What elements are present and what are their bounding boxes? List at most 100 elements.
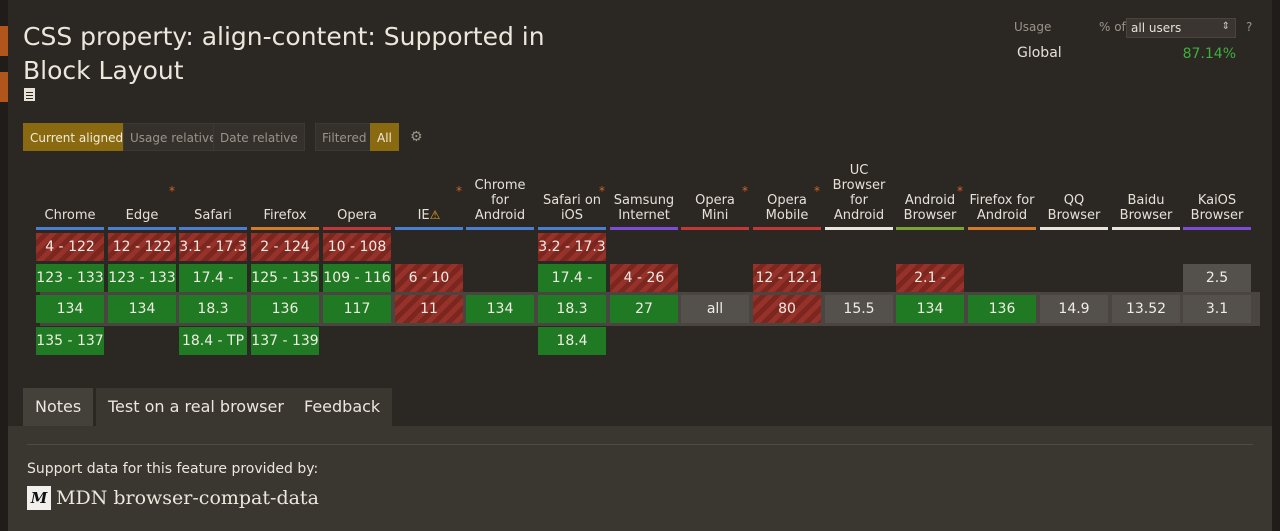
version-cell[interactable]: 134 [36, 295, 104, 323]
date-relative-button[interactable]: Date relative [213, 123, 305, 151]
version-cell[interactable]: 136 [968, 295, 1036, 323]
note-star-icon: * [814, 184, 820, 198]
filtered-button[interactable]: Filtered [315, 123, 374, 151]
version-cell[interactable]: 134 [466, 295, 534, 323]
browser-header[interactable]: QQ Browser [1040, 160, 1108, 230]
version-cell[interactable]: 27 [610, 295, 678, 323]
right-edge-strip [1272, 0, 1280, 531]
browser-name: Android Browser [903, 193, 957, 223]
version-cell[interactable]: 80 [753, 295, 821, 323]
browser-name: Opera Mobile [765, 193, 809, 223]
tab-test-on-a-real-browser[interactable]: Test on a real browser [96, 388, 296, 426]
note-star-icon: * [599, 184, 605, 198]
browser-header[interactable]: Chrome [36, 160, 104, 230]
version-cell[interactable]: 117 [323, 295, 391, 323]
version-cell[interactable]: 14.9 [1040, 295, 1108, 323]
version-cell[interactable]: 123 - 133 [36, 264, 104, 292]
browser-header[interactable]: Baidu Browser [1112, 160, 1180, 230]
browser-header[interactable]: KaiOS Browser [1183, 160, 1251, 230]
help-link[interactable]: ? [1246, 20, 1253, 34]
version-cell[interactable]: 135 - 137 [36, 327, 104, 355]
version-cell[interactable]: 2 - 124 [251, 233, 319, 261]
browser-header[interactable]: Samsung Internet [610, 160, 678, 230]
browser-header[interactable]: Safari [179, 160, 247, 230]
note-star-icon: * [456, 184, 462, 198]
browser-name: Safari [194, 208, 232, 223]
left-edge-tab[interactable] [0, 72, 8, 102]
version-cell[interactable]: 17.4 - 18.2 [179, 264, 247, 314]
version-cell[interactable]: 4 - 122 [36, 233, 104, 261]
browser-header[interactable]: Edge * [108, 160, 176, 230]
percent-of-label: % of [1099, 20, 1126, 34]
version-cell[interactable]: 11 [395, 295, 463, 323]
version-cell[interactable]: 13.52 [1112, 295, 1180, 323]
version-cell[interactable]: 3.2 - 17.3 [538, 233, 606, 261]
note-star-icon: * [742, 184, 748, 198]
tab-notes[interactable]: Notes [23, 388, 94, 426]
user-group-select[interactable]: all users ⇕ [1126, 18, 1236, 38]
version-cell[interactable]: 109 - 116 [323, 264, 391, 292]
version-cell[interactable]: 123 - 133 [108, 264, 176, 292]
browser-header[interactable]: Firefox [251, 160, 319, 230]
browser-color-bar [968, 227, 1036, 230]
version-cell[interactable]: 134 [896, 295, 964, 323]
browser-name: Opera [337, 208, 377, 223]
browser-color-bar [753, 227, 821, 230]
version-cell[interactable]: 6 - 10 [395, 264, 463, 292]
version-cell[interactable]: 3.1 [1183, 295, 1251, 323]
version-cell[interactable]: 12 - 122 [108, 233, 176, 261]
version-cell[interactable]: 2.5 [1183, 264, 1251, 292]
browser-name: UC Browser for Android [832, 163, 886, 223]
version-cell[interactable]: 134 [108, 295, 176, 323]
warning-icon: ⚠ [429, 208, 441, 222]
version-cell[interactable]: 12 - 12.1 [753, 264, 821, 292]
version-cell[interactable]: 3.1 - 17.3 [179, 233, 247, 261]
browser-color-bar [251, 227, 319, 230]
all-button[interactable]: All [370, 123, 399, 151]
browser-color-bar [1112, 227, 1180, 230]
browser-color-bar [610, 227, 678, 230]
version-cell[interactable]: 4 - 26 [610, 264, 678, 292]
global-usage-value: 87.14% [1182, 46, 1236, 62]
browser-name: Chrome [44, 208, 96, 223]
support-data-text: Support data for this feature provided b… [27, 461, 319, 477]
browser-header[interactable]: Chrome for Android [466, 160, 534, 230]
browser-header[interactable]: Firefox for Android [968, 160, 1036, 230]
mdn-link[interactable]: MDN browser-compat-data [56, 487, 319, 509]
browser-header[interactable]: Opera Mini * [681, 160, 749, 230]
gear-icon[interactable]: ⚙ [410, 129, 423, 145]
version-cell[interactable]: 18.4 [538, 327, 606, 355]
version-cell[interactable]: 136 [251, 295, 319, 323]
tab-feedback[interactable]: Feedback [292, 388, 393, 426]
version-cell[interactable]: 17.4 - 18.2 [538, 264, 606, 314]
version-cell[interactable]: all [681, 295, 749, 323]
browser-header[interactable]: IE ⚠ * [395, 160, 463, 230]
global-label: Global [1017, 45, 1062, 61]
select-arrows-icon: ⇕ [1221, 21, 1230, 32]
version-cell[interactable]: 137 - 139 [251, 327, 319, 355]
feature-panel: CSS property: align-content: Supported i… [8, 0, 1272, 531]
document-icon[interactable] [24, 88, 35, 101]
browser-header[interactable]: Android Browser * [896, 160, 964, 230]
version-cell[interactable]: 15.5 [825, 295, 893, 323]
browser-header[interactable]: Safari on iOS * [538, 160, 606, 230]
version-cell[interactable]: 125 - 135 [251, 264, 319, 292]
version-cell[interactable]: 18.4 - TP [179, 327, 247, 355]
left-edge-strip [0, 0, 8, 531]
version-cell[interactable]: 18.3 [179, 295, 247, 323]
usage-relative-button[interactable]: Usage relative [123, 123, 224, 151]
left-edge-tab[interactable] [0, 26, 8, 56]
mdn-logo: M [27, 486, 51, 510]
version-cell[interactable]: 2.1 - 4.4.4 [896, 264, 964, 314]
browser-color-bar [1040, 227, 1108, 230]
browser-name: Chrome for Android [474, 178, 526, 223]
browser-color-bar [395, 227, 463, 230]
version-cell[interactable]: 10 - 108 [323, 233, 391, 261]
browser-header[interactable]: UC Browser for Android [825, 160, 893, 230]
browser-header[interactable]: Opera Mobile * [753, 160, 821, 230]
current-aligned-button[interactable]: Current aligned [23, 123, 131, 151]
version-cell[interactable]: 18.3 [538, 295, 606, 323]
usage-label: Usage [1014, 20, 1052, 34]
browser-header[interactable]: Opera [323, 160, 391, 230]
browser-name: Baidu Browser [1119, 193, 1173, 223]
